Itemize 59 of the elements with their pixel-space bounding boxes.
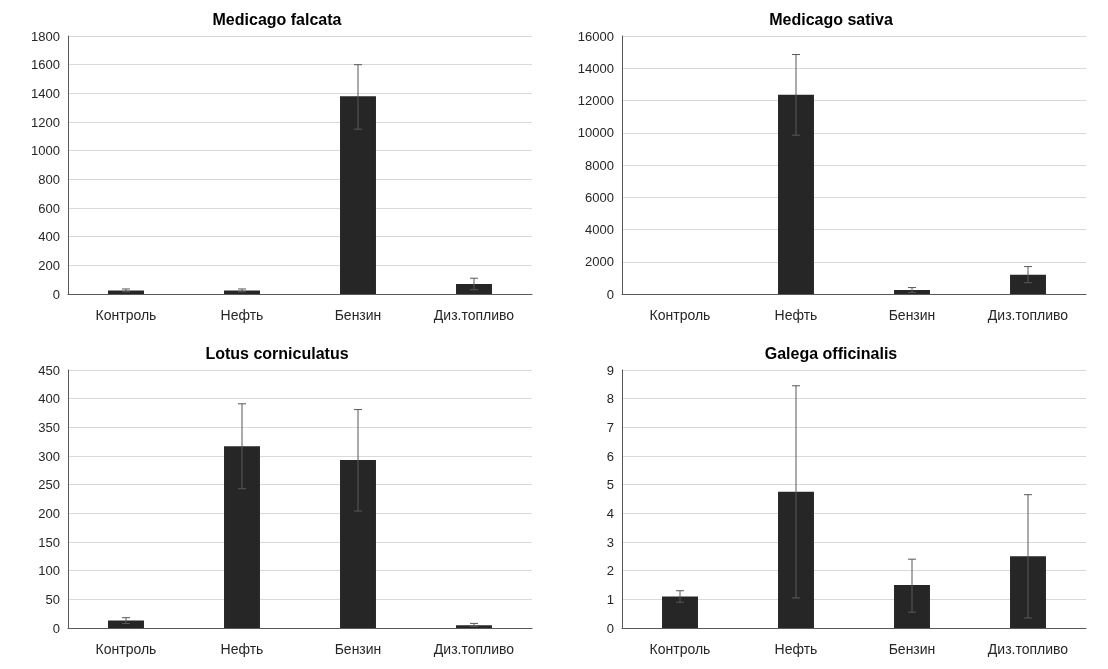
- x-tick-label: Диз.топливо: [987, 307, 1069, 323]
- y-tick-label: 50: [45, 591, 60, 607]
- y-tick-label: 1800: [31, 28, 60, 44]
- y-tick-label: 6000: [585, 189, 614, 205]
- y-tick-label: 300: [38, 448, 60, 464]
- y-tick-label: 10000: [577, 125, 614, 141]
- x-tick-label: Бензин: [888, 641, 936, 657]
- y-tick-label: 0: [52, 286, 60, 302]
- x-tick-label: Контроль: [649, 307, 711, 323]
- chart-title: Lotus corniculatus: [205, 344, 349, 362]
- x-tick-label: Нефть: [774, 307, 818, 323]
- y-tick-label: 400: [38, 229, 60, 245]
- y-tick-label: 8000: [585, 157, 614, 173]
- y-tick-label: 350: [38, 419, 60, 435]
- x-tick-label: Нефть: [220, 641, 264, 657]
- y-tick-label: 12000: [577, 93, 614, 108]
- y-tick-label: 100: [38, 563, 60, 579]
- y-tick-label: 7: [606, 419, 614, 435]
- x-tick-label: Бензин: [334, 641, 382, 657]
- y-tick-label: 4: [606, 505, 614, 521]
- y-tick-label: 6: [606, 448, 614, 464]
- y-tick-label: 1: [606, 591, 614, 607]
- x-tick-label: Контроль: [95, 641, 157, 657]
- y-tick-label: 250: [38, 477, 60, 493]
- y-tick-label: 4000: [585, 222, 614, 237]
- x-tick-label: Контроль: [95, 307, 157, 323]
- chart-title: Galega officinalis: [764, 344, 898, 362]
- y-tick-label: 600: [38, 200, 60, 216]
- x-tick-label: Контроль: [649, 641, 711, 657]
- y-tick-label: 8: [606, 391, 614, 407]
- y-tick-label: 0: [606, 620, 614, 636]
- y-tick-label: 1600: [31, 57, 60, 73]
- y-tick-label: 200: [38, 505, 60, 521]
- y-tick-label: 150: [38, 534, 60, 550]
- y-tick-label: 400: [38, 391, 60, 407]
- chart-title: Medicago falcata: [212, 10, 342, 28]
- x-tick-label: Нефть: [220, 307, 264, 323]
- y-tick-label: 450: [38, 362, 60, 378]
- x-tick-label: Бензин: [334, 307, 382, 323]
- y-tick-label: 3: [606, 534, 614, 550]
- y-tick-label: 1000: [31, 143, 60, 159]
- y-tick-label: 1200: [31, 114, 60, 130]
- y-tick-label: 800: [38, 171, 60, 187]
- y-tick-label: 2: [606, 563, 614, 579]
- x-tick-label: Диз.топливо: [987, 641, 1069, 657]
- x-tick-label: Нефть: [774, 641, 818, 657]
- y-tick-label: 0: [606, 286, 614, 302]
- y-tick-label: 9: [606, 362, 614, 378]
- y-tick-label: 2000: [585, 254, 614, 270]
- y-tick-label: 16000: [577, 28, 614, 44]
- chart-title: Medicago sativa: [769, 10, 893, 28]
- y-tick-label: 5: [606, 477, 614, 493]
- y-tick-label: 0: [52, 620, 60, 636]
- x-tick-label: Бензин: [888, 307, 936, 323]
- x-tick-label: Диз.топливо: [433, 641, 515, 657]
- x-tick-label: Диз.топливо: [433, 307, 515, 323]
- y-tick-label: 1400: [31, 85, 60, 101]
- y-tick-label: 14000: [577, 60, 614, 76]
- y-tick-label: 200: [38, 257, 60, 273]
